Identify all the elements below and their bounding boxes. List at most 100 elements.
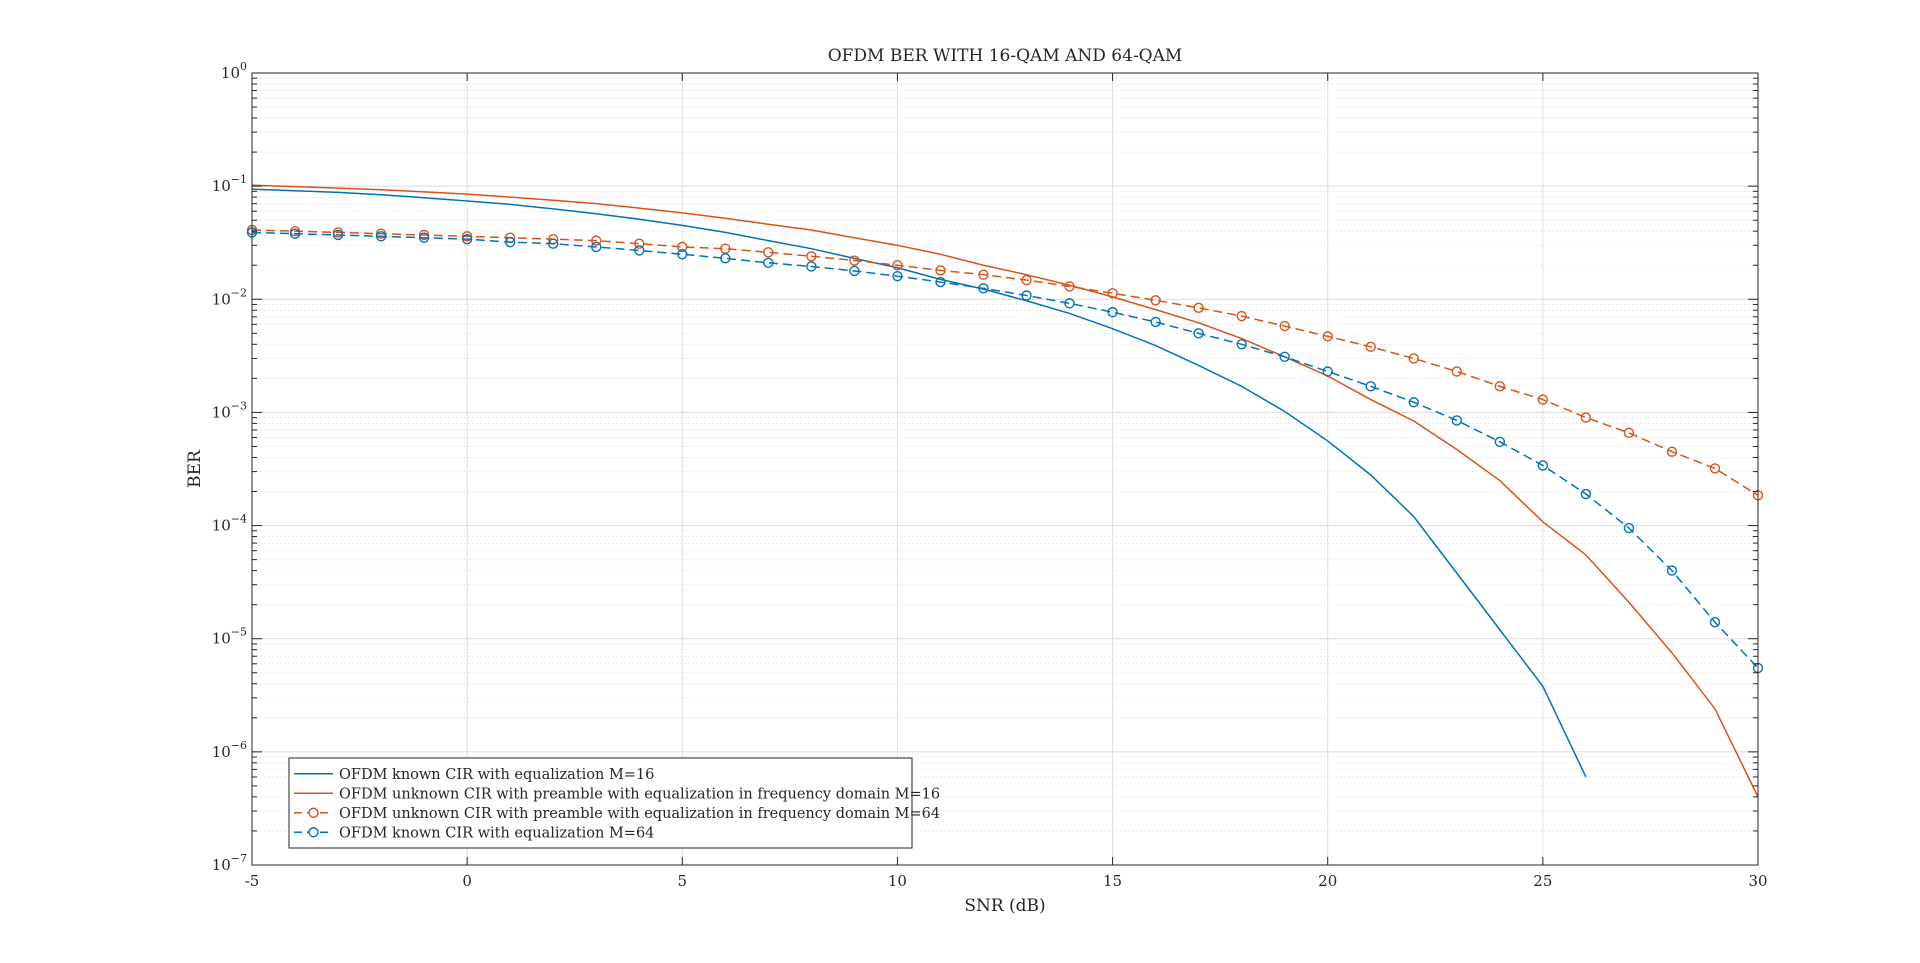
legend-entry-label: OFDM unknown CIR with preamble with equa… [339, 806, 940, 822]
x-tick-label: 20 [1318, 872, 1337, 890]
data-point-marker [1365, 381, 1376, 392]
chart-title: OFDM BER WITH 16-QAM AND 64-QAM [828, 46, 1183, 66]
x-tick-label: 0 [462, 872, 472, 890]
data-point-marker [1279, 351, 1290, 363]
data-point-marker [504, 236, 516, 248]
data-point-marker [634, 245, 645, 256]
data-point-marker [1666, 446, 1678, 457]
data-point-marker [1451, 415, 1463, 426]
data-point-marker [289, 228, 301, 239]
data-point-marker [1709, 616, 1721, 628]
legend-entry-label: OFDM unknown CIR with preamble with equa… [339, 786, 940, 802]
data-point-marker [461, 233, 473, 245]
data-point-marker [1666, 565, 1678, 576]
y-tick-label: 10−1 [212, 173, 247, 195]
data-point-marker [763, 257, 774, 269]
data-point-marker [1150, 316, 1161, 328]
y-tick-label: 10−5 [212, 626, 247, 648]
y-tick-label: 10−7 [212, 852, 247, 874]
data-point-marker [1236, 310, 1247, 322]
y-tick-label: 10−6 [212, 739, 247, 761]
x-tick-label: 5 [678, 872, 688, 890]
data-point-marker [1193, 328, 1204, 339]
legend-box [288, 757, 913, 849]
data-point-marker [978, 283, 989, 294]
data-point-marker [418, 229, 430, 241]
x-tick-label: 30 [1748, 872, 1767, 890]
data-point-marker [375, 228, 387, 239]
data-point-marker [806, 251, 817, 262]
data-point-marker [1107, 288, 1118, 299]
series-2 [251, 184, 1759, 798]
y-axis-label: BER [185, 449, 205, 488]
data-point-marker [720, 253, 731, 264]
data-point-marker [1193, 302, 1204, 314]
data-point-marker [1537, 460, 1549, 471]
data-point-marker [763, 247, 774, 258]
data-point-marker [1365, 341, 1376, 353]
data-point-marker [1709, 463, 1721, 474]
data-point-marker [1322, 366, 1333, 377]
data-point-marker [591, 235, 602, 246]
data-point-marker [1408, 353, 1419, 364]
legend: OFDM known CIR with equalization M=16 OFD… [288, 757, 940, 849]
data-point-marker [1623, 522, 1635, 534]
data-point-marker [1021, 290, 1032, 301]
data-point-marker [1064, 281, 1075, 292]
data-point-marker [978, 269, 989, 280]
data-point-marker [1150, 295, 1161, 306]
data-point-marker [806, 261, 817, 272]
y-tick-label: 10−3 [212, 399, 247, 421]
data-point-marker [418, 232, 430, 243]
data-point-marker [1279, 320, 1290, 332]
data-point-marker [1408, 397, 1419, 408]
y-tick-label: 10−4 [212, 513, 247, 535]
y-tick-label: 10−2 [212, 286, 247, 308]
data-point-marker [1494, 381, 1506, 392]
axes-box [251, 72, 1759, 866]
legend-entry-label: OFDM known CIR with equalization M=16 [339, 767, 654, 783]
x-tick-label: 15 [1103, 872, 1122, 890]
data-point-marker [1623, 427, 1635, 439]
x-tick-label: 10 [888, 872, 907, 890]
series-group [246, 184, 1764, 798]
data-point-marker [1107, 306, 1118, 318]
data-point-marker [677, 249, 688, 260]
data-point-marker [375, 231, 387, 242]
data-point-marker [892, 260, 903, 271]
data-point-marker [1494, 436, 1506, 448]
x-tick-label: -5 [245, 872, 260, 890]
data-point-marker [634, 238, 645, 249]
series-1 [251, 188, 1587, 778]
x-axis-label: SNR (dB) [964, 896, 1045, 916]
data-point-marker [1322, 331, 1333, 342]
data-point-marker [548, 238, 559, 249]
data-point-marker [677, 241, 688, 253]
legend-marker-sample [308, 807, 319, 818]
grid [251, 72, 1759, 866]
data-point-marker [849, 265, 860, 277]
data-point-marker [1021, 274, 1032, 286]
data-point-marker [935, 265, 946, 276]
series-line [251, 184, 1759, 798]
data-point-marker [1064, 298, 1075, 309]
data-point-marker [1580, 412, 1592, 423]
data-point-marker [1451, 366, 1463, 377]
data-point-marker [1236, 339, 1247, 350]
x-tick-label: 25 [1533, 872, 1552, 890]
data-point-marker [892, 270, 903, 282]
data-point-marker [461, 231, 473, 242]
data-point-marker [1580, 488, 1592, 500]
data-point-marker [332, 229, 344, 241]
series-line [251, 188, 1587, 778]
ticks: -5 0 5 10 15 20 25 30 100 10−1 10−2 10−3 10−4 10−5 10−… [212, 60, 1768, 890]
data-point-marker [935, 276, 946, 288]
data-point-marker [849, 255, 860, 266]
data-point-marker [591, 241, 602, 253]
legend-entry-label: OFDM known CIR with equalization M=64 [339, 825, 654, 841]
legend-marker-sample [308, 827, 319, 838]
data-point-marker [1537, 394, 1549, 405]
y-tick-label: 100 [221, 60, 247, 82]
